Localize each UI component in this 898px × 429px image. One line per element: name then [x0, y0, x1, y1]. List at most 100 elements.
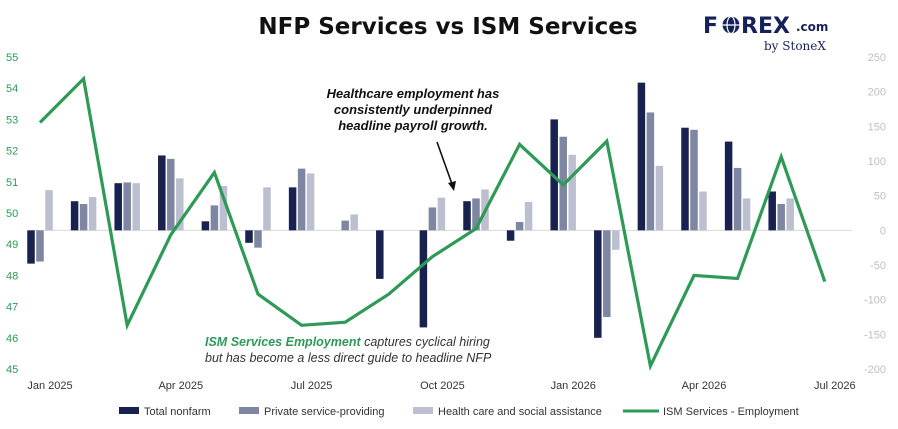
brand-text-f: F — [703, 14, 718, 39]
bar-0-14 — [637, 82, 646, 231]
brand-text-com: .com — [796, 20, 828, 34]
bar-0-11 — [506, 230, 515, 241]
annotation-line-1: Healthcare employment has — [327, 86, 500, 101]
annotation-ism-emphasis: ISM Services Employment — [205, 335, 361, 349]
left-axis-ticks: 45 46 47 48 49 50 51 52 53 54 55 — [6, 52, 18, 376]
bar-series — [27, 82, 794, 338]
left-tick-label: 48 — [6, 270, 18, 282]
bar-1-7 — [341, 220, 349, 231]
bar-1-9 — [428, 207, 437, 231]
legend-item-1: Private service-providing — [239, 406, 384, 418]
legend-item-2: Health care and social assistance — [413, 406, 602, 418]
bar-1-6 — [297, 168, 306, 231]
bar-1-13 — [603, 230, 611, 317]
bar-0-10 — [463, 201, 471, 231]
x-tick-label: Jan 2026 — [551, 380, 596, 392]
bar-0-8 — [376, 230, 384, 279]
right-tick-label: 100 — [868, 156, 886, 168]
legend-item-3: ISM Services - Employment — [623, 406, 799, 418]
x-tick-label: Jul 2025 — [291, 380, 333, 392]
legend-swatch — [239, 407, 259, 414]
bar-2-13 — [612, 230, 620, 250]
bar-1-14 — [646, 112, 655, 231]
bar-1-17 — [777, 203, 785, 231]
bar-0-0 — [27, 230, 35, 264]
bar-2-7 — [350, 214, 358, 231]
bar-2-9 — [437, 197, 446, 231]
legend-label: Total nonfarm — [144, 406, 211, 418]
bar-2-11 — [524, 201, 533, 231]
bar-2-2 — [132, 183, 140, 231]
bar-1-16 — [733, 167, 742, 231]
legend-item-0: Total nonfarm — [119, 406, 211, 418]
chart-title: NFP Services vs ISM Services — [258, 14, 637, 40]
bar-2-12 — [568, 154, 576, 231]
arrow-icon — [436, 141, 456, 191]
bar-1-11 — [515, 222, 524, 231]
bar-0-16 — [724, 141, 733, 231]
bar-2-15 — [699, 191, 707, 231]
annotation-ism: ISM Services Employment captures cyclica… — [205, 335, 492, 365]
bar-2-5 — [263, 187, 271, 231]
brand-text-rex: REX — [741, 14, 790, 39]
right-tick-label: -150 — [864, 329, 886, 341]
left-tick-label: 45 — [6, 364, 18, 376]
ism-services-line — [38, 75, 827, 371]
annotation-ism-line-2: but has become a less direct guide to he… — [205, 351, 492, 365]
bar-2-3 — [176, 178, 184, 231]
x-tick-label: Jan 2025 — [27, 380, 72, 392]
right-tick-label: 0 — [880, 225, 886, 237]
right-tick-label: -50 — [870, 260, 886, 272]
legend-label: Health care and social assistance — [438, 406, 602, 418]
legend-swatch — [119, 407, 139, 414]
bar-2-0 — [45, 190, 53, 231]
right-tick-label: -200 — [864, 364, 886, 376]
left-tick-label: 51 — [6, 177, 18, 189]
bar-1-10 — [472, 198, 480, 231]
bar-0-3 — [158, 155, 166, 231]
legend-swatch — [413, 407, 433, 414]
left-tick-label: 55 — [6, 52, 18, 64]
left-tick-label: 46 — [6, 333, 18, 345]
bar-0-6 — [288, 187, 297, 231]
annotation-line-3: headline payroll growth. — [338, 118, 488, 133]
x-tick-label: Oct 2025 — [420, 380, 465, 392]
annotation-ism-rest: captures cyclical hiring — [361, 335, 490, 349]
legend: Total nonfarm Private service-providing He… — [119, 406, 799, 418]
brand-logo: F REX .com by StoneX — [703, 14, 828, 53]
bar-0-9 — [419, 230, 428, 328]
x-tick-label: Apr 2026 — [682, 380, 727, 392]
left-tick-label: 47 — [6, 302, 18, 314]
bar-1-5 — [254, 230, 262, 248]
bar-2-6 — [306, 173, 315, 231]
bar-1-15 — [690, 129, 698, 231]
right-axis-ticks: -200 -150 -100 -50 0 50 100 150 200 250 — [864, 52, 886, 376]
bar-0-4 — [201, 221, 210, 231]
right-tick-label: 250 — [868, 52, 886, 64]
legend-label: ISM Services - Employment — [663, 406, 799, 418]
bar-1-0 — [36, 230, 44, 262]
brand-byline: by StoneX — [764, 39, 826, 53]
right-tick-label: -100 — [864, 295, 886, 307]
right-tick-label: 200 — [868, 87, 886, 99]
bar-0-13 — [594, 230, 602, 338]
bar-0-17 — [768, 191, 776, 231]
x-tick-label: Apr 2025 — [158, 380, 203, 392]
legend-label: Private service-providing — [264, 406, 384, 418]
bar-2-4 — [219, 185, 228, 231]
right-tick-label: 150 — [868, 121, 886, 133]
globe-icon — [722, 15, 740, 35]
left-tick-label: 50 — [6, 208, 18, 220]
annotation-ism-line-1: ISM Services Employment captures cyclica… — [205, 335, 490, 349]
left-tick-label: 54 — [6, 83, 18, 95]
left-tick-label: 49 — [6, 239, 18, 251]
bar-0-1 — [70, 201, 79, 231]
bar-0-2 — [114, 183, 122, 231]
bar-2-16 — [742, 198, 751, 231]
bar-1-4 — [210, 205, 219, 231]
right-tick-label: 50 — [874, 191, 886, 203]
bar-2-14 — [655, 165, 664, 231]
x-axis-ticks: Jan 2025 Apr 2025 Jul 2025 Oct 2025 Jan 2026… — [27, 380, 855, 392]
left-tick-label: 53 — [6, 114, 18, 126]
annotation-line-2: consistently underpinned — [334, 102, 493, 117]
